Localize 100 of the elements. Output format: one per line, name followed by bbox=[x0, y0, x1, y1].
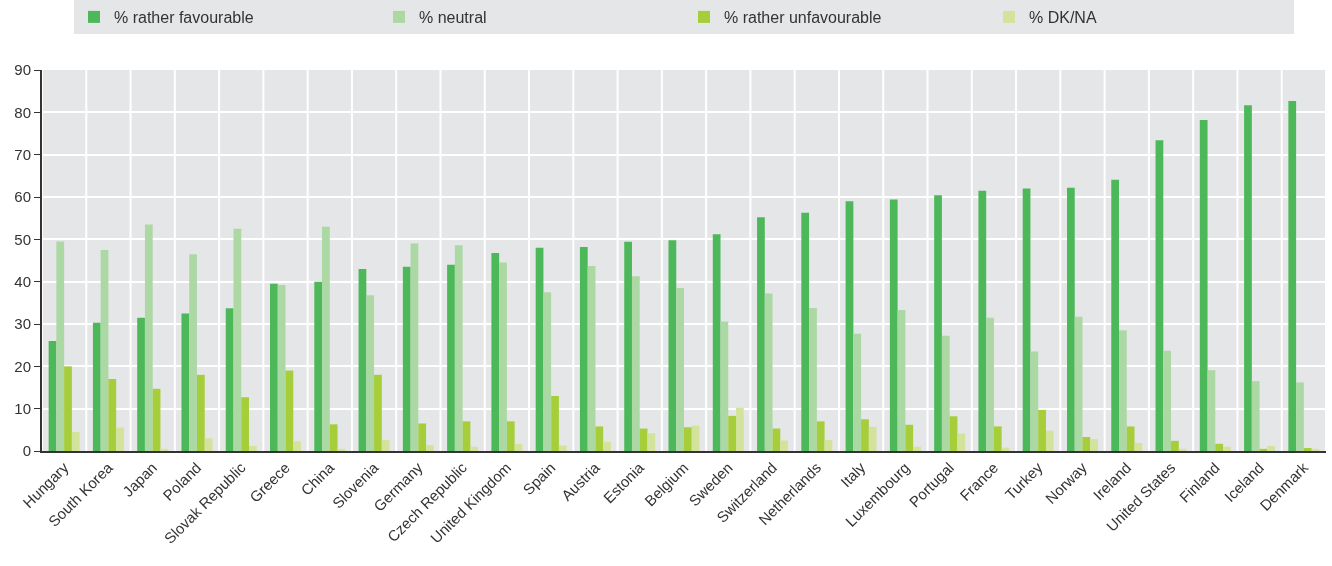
y-tick-label: 10 bbox=[14, 399, 31, 417]
bar bbox=[543, 292, 552, 451]
bar bbox=[1155, 140, 1164, 451]
bar bbox=[1163, 350, 1172, 451]
bar bbox=[993, 426, 1002, 451]
y-tick-label: 90 bbox=[14, 61, 31, 79]
bar bbox=[1038, 409, 1046, 451]
bar bbox=[196, 374, 205, 451]
bar bbox=[270, 283, 278, 451]
bar bbox=[624, 241, 632, 451]
bar bbox=[728, 415, 737, 451]
bar bbox=[809, 307, 817, 451]
bar bbox=[691, 425, 700, 451]
bar bbox=[1119, 330, 1127, 451]
bar bbox=[116, 427, 124, 451]
legend-label: % neutral bbox=[419, 9, 487, 27]
bar bbox=[861, 419, 869, 451]
bar bbox=[897, 310, 906, 451]
bar bbox=[108, 379, 117, 451]
bar bbox=[1134, 442, 1143, 451]
bar bbox=[1223, 446, 1231, 451]
bar bbox=[684, 427, 692, 451]
bar bbox=[374, 374, 382, 451]
bar bbox=[824, 439, 833, 451]
bar bbox=[277, 285, 286, 451]
bar bbox=[92, 322, 101, 451]
bar bbox=[358, 268, 367, 451]
bar bbox=[801, 212, 810, 451]
bar bbox=[712, 234, 721, 451]
y-tick-label: 70 bbox=[14, 145, 31, 163]
bar bbox=[491, 252, 500, 451]
bar bbox=[579, 246, 588, 451]
bar bbox=[152, 388, 161, 451]
y-tick-label: 40 bbox=[14, 272, 31, 290]
bar bbox=[293, 441, 302, 451]
bar bbox=[905, 424, 914, 451]
bar bbox=[402, 266, 411, 451]
legend-label: % rather favourable bbox=[114, 9, 254, 27]
bar bbox=[1126, 426, 1135, 451]
bar bbox=[56, 241, 65, 451]
y-tick-label: 50 bbox=[14, 230, 31, 248]
bar bbox=[454, 245, 463, 451]
bar bbox=[314, 281, 323, 451]
bar bbox=[233, 228, 242, 451]
y-tick-label: 20 bbox=[14, 357, 31, 375]
bar bbox=[506, 421, 515, 451]
bar bbox=[1022, 188, 1031, 451]
bar bbox=[64, 366, 72, 451]
bar bbox=[949, 416, 958, 451]
bar bbox=[558, 445, 567, 451]
bar bbox=[941, 335, 950, 451]
bar bbox=[853, 333, 862, 451]
bar bbox=[845, 201, 854, 451]
bar bbox=[241, 397, 249, 451]
bar bbox=[181, 313, 190, 451]
bar bbox=[1090, 439, 1098, 451]
bar bbox=[1288, 100, 1297, 451]
bar bbox=[248, 445, 257, 451]
bar bbox=[71, 431, 80, 451]
bar bbox=[816, 421, 825, 451]
bar bbox=[889, 199, 898, 451]
legend-label: % rather unfavourable bbox=[724, 9, 882, 27]
y-tick-label: 0 bbox=[22, 442, 31, 460]
bar bbox=[1066, 187, 1075, 451]
bar bbox=[1082, 437, 1091, 451]
bar bbox=[736, 407, 744, 451]
bar bbox=[720, 321, 729, 451]
bar bbox=[189, 254, 197, 451]
bar bbox=[48, 340, 57, 451]
bar bbox=[934, 195, 942, 451]
bar bbox=[137, 317, 145, 451]
y-tick-label: 60 bbox=[14, 188, 31, 206]
bar bbox=[1199, 119, 1208, 451]
bar bbox=[986, 317, 994, 451]
bar bbox=[225, 308, 234, 451]
bar bbox=[285, 370, 294, 451]
bar bbox=[499, 262, 507, 451]
bar bbox=[631, 276, 640, 451]
bar bbox=[100, 249, 109, 451]
bar bbox=[410, 243, 419, 451]
bar bbox=[535, 247, 544, 451]
bar bbox=[1045, 430, 1054, 451]
bar bbox=[1303, 448, 1312, 451]
bar bbox=[322, 226, 330, 451]
bar bbox=[957, 433, 966, 451]
bar bbox=[381, 439, 390, 451]
bar bbox=[426, 445, 434, 451]
bar bbox=[418, 423, 427, 451]
bar bbox=[470, 446, 479, 451]
y-tick-label: 80 bbox=[14, 103, 31, 121]
bar bbox=[1207, 370, 1216, 451]
bar bbox=[160, 448, 169, 451]
bar bbox=[204, 438, 213, 451]
bar bbox=[603, 441, 611, 451]
bar bbox=[1111, 179, 1120, 451]
bar bbox=[780, 440, 789, 451]
bar bbox=[1178, 448, 1187, 451]
bar bbox=[551, 395, 559, 451]
bar bbox=[462, 421, 471, 451]
legend-label: % DK/NA bbox=[1029, 9, 1097, 27]
